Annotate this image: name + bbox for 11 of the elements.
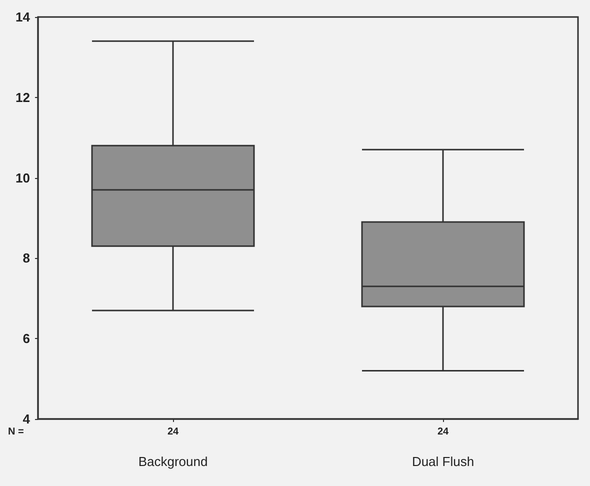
y-tick-label: 4 (22, 412, 31, 426)
y-tick-label: 12 (16, 90, 30, 105)
y-tick-label: 8 (22, 250, 30, 266)
x-tick-label: Background (138, 454, 208, 469)
annotation: 24 (167, 426, 179, 438)
y-tick-label: 14 (16, 10, 31, 24)
y-tick-label: 10 (16, 170, 30, 186)
y-tick-label: 6 (22, 331, 30, 346)
x-tick-label: Dual Flush (412, 454, 474, 469)
annotation: 24 (437, 426, 449, 438)
text: N = (8, 426, 24, 438)
